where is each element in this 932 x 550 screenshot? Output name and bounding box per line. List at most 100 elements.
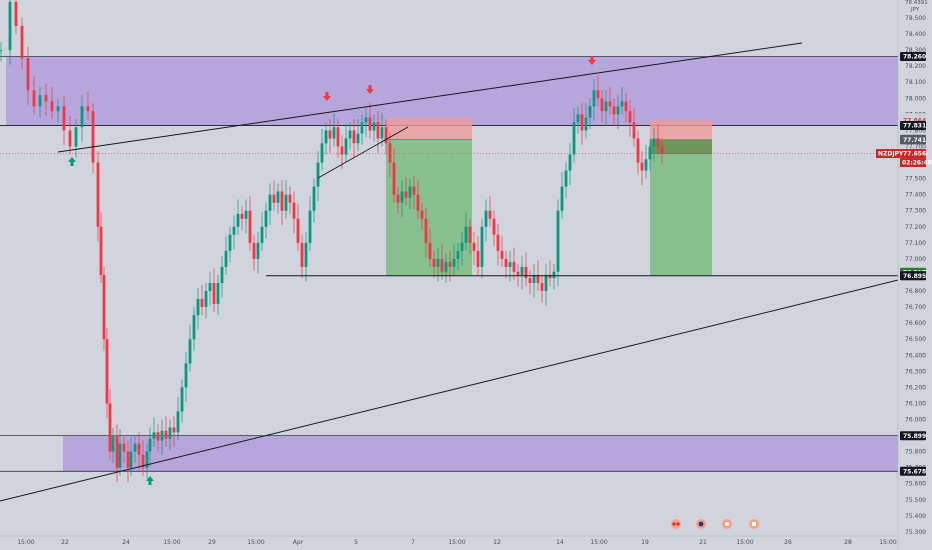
candle xyxy=(176,397,180,441)
candle xyxy=(476,236,480,275)
svg-text:75.678: 75.678 xyxy=(903,468,926,475)
candles-layer xyxy=(0,0,664,483)
price-tick-label: 77.400 xyxy=(905,192,926,199)
candle xyxy=(74,119,78,158)
candle xyxy=(196,287,200,330)
time-tick-label: Apr xyxy=(293,539,304,546)
candle xyxy=(160,419,164,455)
position-2-target-area[interactable] xyxy=(650,153,712,276)
candle xyxy=(188,324,192,372)
candle xyxy=(148,427,152,467)
price-tick-label: 77.100 xyxy=(905,240,926,247)
candle xyxy=(448,250,452,282)
candle xyxy=(141,440,145,476)
price-tick-label: 75.800 xyxy=(905,449,926,456)
candle xyxy=(648,138,652,171)
price-tick-label: 75.600 xyxy=(905,481,926,488)
time-tick-label: 15:00 xyxy=(448,539,465,546)
candle xyxy=(14,0,18,35)
candle xyxy=(372,114,376,142)
candle xyxy=(224,236,228,275)
candle xyxy=(432,250,436,279)
candle xyxy=(616,95,620,129)
chart-toolbar-icons xyxy=(671,519,759,529)
candle xyxy=(304,231,308,282)
candle xyxy=(216,274,220,316)
candle xyxy=(612,98,616,126)
price-tick-label: 76.000 xyxy=(905,417,926,424)
time-tick-label: 15:00 xyxy=(590,539,607,546)
candle xyxy=(356,119,360,152)
candle xyxy=(576,106,580,134)
candle xyxy=(628,99,632,137)
candle xyxy=(192,307,196,351)
candle xyxy=(452,244,456,275)
candle xyxy=(420,202,424,230)
candle xyxy=(208,271,212,306)
candle xyxy=(20,18,24,70)
svg-text:77.741: 77.741 xyxy=(903,137,926,144)
candle xyxy=(91,103,95,174)
candle xyxy=(500,236,504,267)
replay-icon[interactable] xyxy=(671,519,681,529)
time-axis: 15:00 22 24 15:00 29 15:00 Apr 5 7 15:00 12 14 15:00… xyxy=(17,539,896,546)
candle xyxy=(572,107,576,163)
price-tick-label: 75.300 xyxy=(905,529,926,536)
candle xyxy=(248,196,252,251)
candle xyxy=(240,205,244,230)
candle xyxy=(26,46,30,105)
sell-arrow-icon[interactable] xyxy=(366,85,374,94)
candle xyxy=(244,199,248,234)
candle xyxy=(156,424,160,452)
buy-arrow-icon[interactable] xyxy=(68,157,76,166)
svg-text:76.895: 76.895 xyxy=(903,273,926,280)
candle xyxy=(368,103,372,139)
candle xyxy=(588,98,592,129)
candle xyxy=(284,180,288,219)
candle xyxy=(512,247,516,280)
upper-trendline[interactable] xyxy=(57,42,803,153)
price-tick-label: 75.500 xyxy=(905,497,926,504)
candle xyxy=(332,112,336,147)
candle xyxy=(96,151,100,242)
svg-text:77.831: 77.831 xyxy=(903,123,926,130)
events-icon[interactable] xyxy=(722,519,732,529)
buy-arrow-icon[interactable] xyxy=(146,476,154,485)
symbol-label: NZDJPY xyxy=(878,151,904,158)
candle xyxy=(111,427,115,463)
candle xyxy=(528,270,532,295)
zone-resistance[interactable] xyxy=(6,56,898,126)
price-tag: 77.831 xyxy=(900,120,926,130)
lower-trendline[interactable] xyxy=(0,279,899,502)
price-tick-label: 76.400 xyxy=(905,352,926,359)
candle xyxy=(68,115,72,155)
candle xyxy=(260,212,264,251)
candle xyxy=(388,132,392,177)
candle xyxy=(644,144,648,179)
price-tag: 78.260 xyxy=(900,52,926,62)
price-tick-label: 76.100 xyxy=(905,400,926,407)
candle xyxy=(656,123,660,155)
alerts-icon[interactable] xyxy=(749,519,759,529)
candle xyxy=(540,274,544,303)
zone-support[interactable] xyxy=(63,435,898,472)
candle xyxy=(180,379,184,423)
candle xyxy=(532,263,536,298)
candle xyxy=(50,87,54,120)
candle xyxy=(484,199,488,242)
candle xyxy=(133,435,137,463)
position-1-stop-area[interactable] xyxy=(386,117,472,140)
candle xyxy=(424,207,428,258)
svg-text:75.899: 75.899 xyxy=(903,433,926,440)
candle xyxy=(220,255,224,298)
candle xyxy=(376,111,380,153)
time-tick-label: 15:00 xyxy=(879,539,896,546)
candle xyxy=(460,231,464,266)
short-trendline[interactable] xyxy=(317,126,409,179)
sell-arrow-icon[interactable] xyxy=(588,56,596,65)
candle xyxy=(384,119,388,155)
news-icon[interactable] xyxy=(696,519,706,529)
sell-arrow-icon[interactable] xyxy=(323,92,331,101)
time-tick-label: 15:00 xyxy=(736,539,753,546)
